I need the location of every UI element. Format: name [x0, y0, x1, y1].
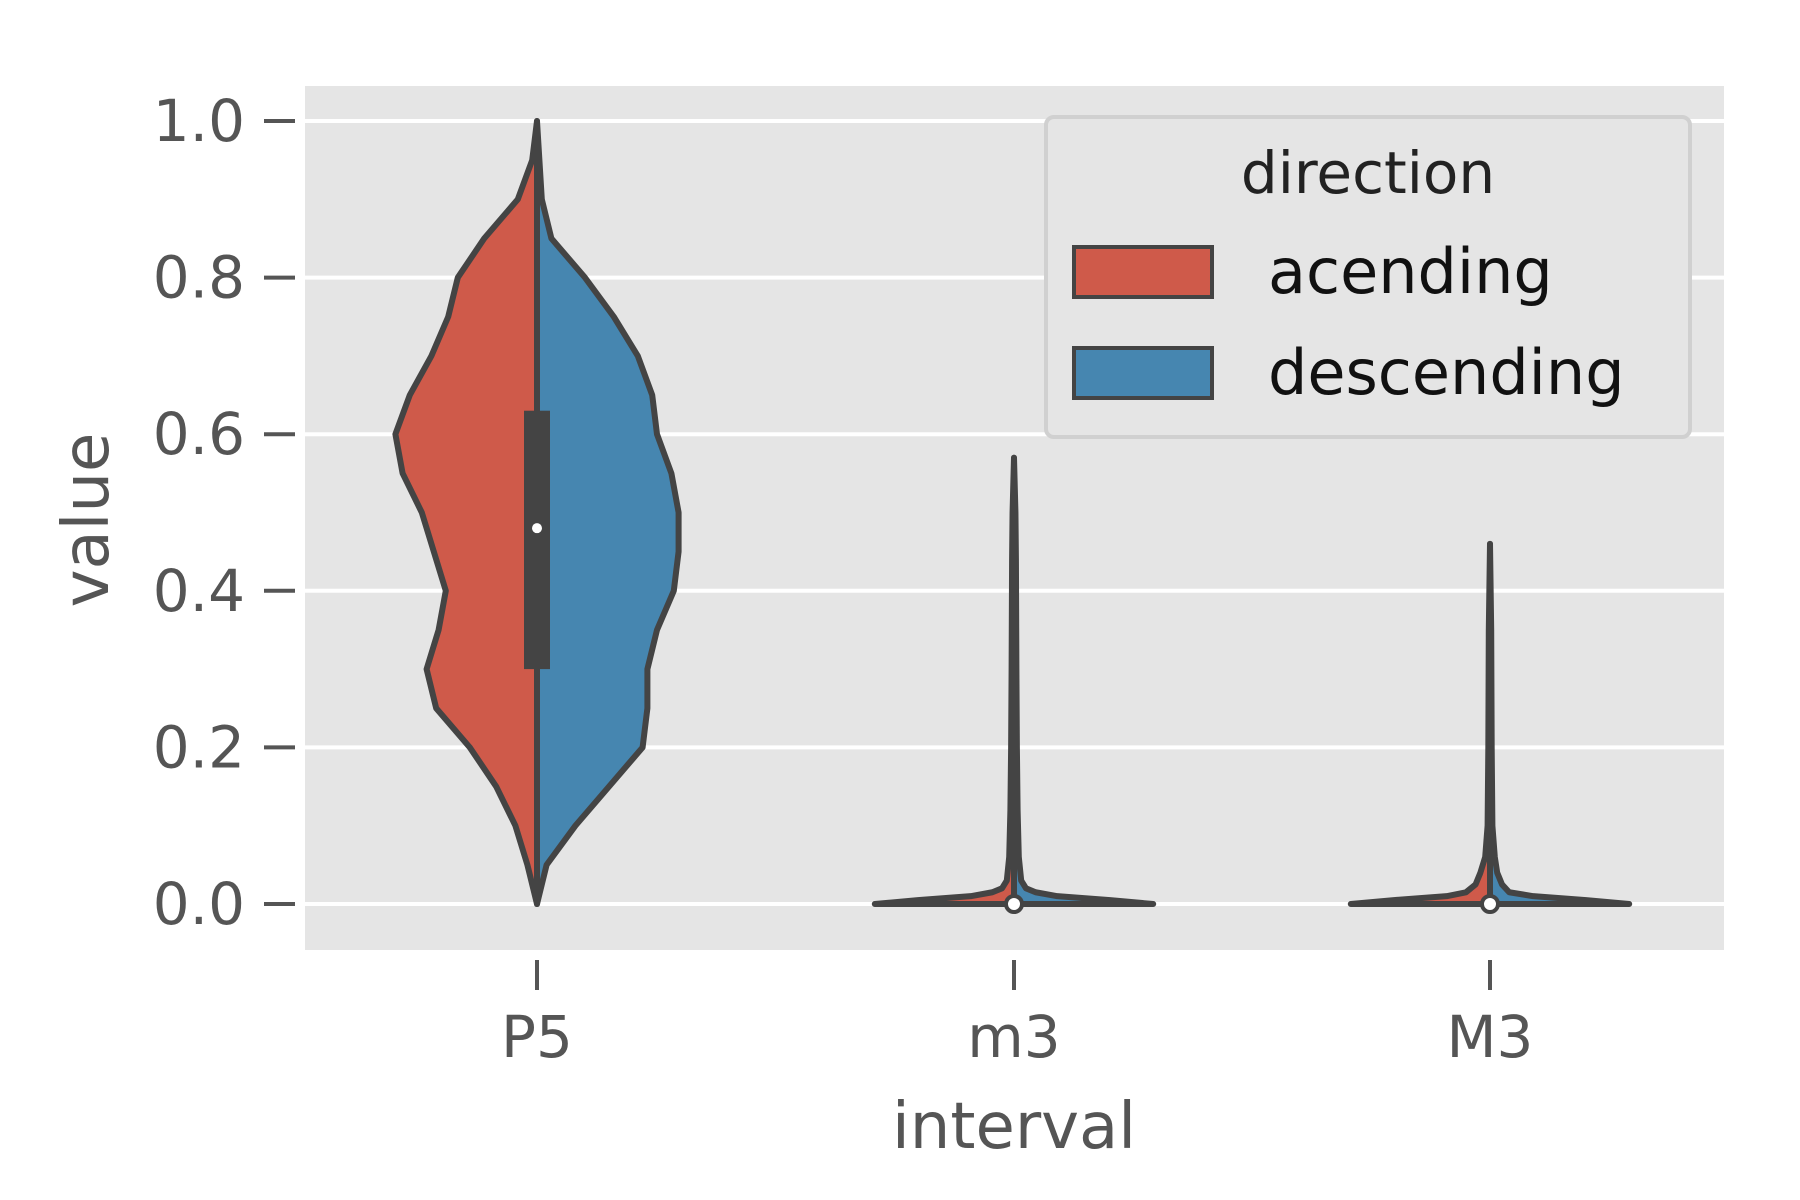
- x-tick-label: m3: [967, 1003, 1060, 1071]
- x-axis-title: interval: [892, 1090, 1136, 1164]
- x-tick-label: P5: [501, 1003, 573, 1071]
- violin-half-acending-P5: [392, 118, 540, 907]
- y-tick-label: 0.8: [153, 244, 245, 312]
- violins: [392, 118, 1633, 907]
- violin-half-descending-P5: [534, 118, 682, 907]
- legend-label-descending: descending: [1268, 336, 1625, 409]
- median-marker-m3: [1004, 894, 1024, 914]
- legend-label-acending: acending: [1268, 235, 1553, 308]
- y-axis-title: value: [50, 433, 124, 608]
- legend: direction acending descending: [1044, 115, 1692, 439]
- legend-swatch-acending: [1072, 245, 1214, 299]
- inner-boxes: [524, 121, 1500, 914]
- y-tick-label: 1.0: [153, 87, 245, 155]
- iqr-box-P5: [524, 410, 550, 670]
- x-tick-label: M3: [1447, 1003, 1534, 1071]
- y-tick-label: 0.0: [153, 870, 245, 938]
- median-marker-P5: [532, 523, 542, 534]
- y-tick-label: 0.6: [153, 400, 245, 468]
- y-tick-label: 0.2: [153, 713, 245, 781]
- median-marker-M3: [1480, 894, 1500, 914]
- legend-swatch-descending: [1072, 346, 1214, 400]
- x-axis: P5 m3 M3: [501, 960, 1533, 1071]
- y-axis: 0.0 0.2 0.4 0.6 0.8 1.0: [153, 87, 295, 938]
- legend-title: direction: [1241, 139, 1495, 207]
- y-tick-label: 0.4: [153, 557, 245, 625]
